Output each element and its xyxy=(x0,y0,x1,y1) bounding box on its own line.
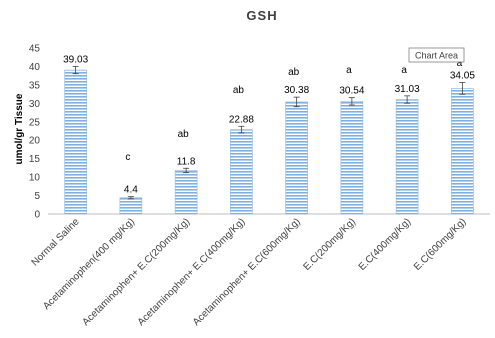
y-tick-label: 5 xyxy=(34,191,40,202)
x-tick-label: E.C(400mg/Kg) xyxy=(357,216,414,273)
chart-area-tooltip: Chart Area xyxy=(408,47,465,63)
x-tick-label: Acetaminophen+ E.C(200mg/Kg) xyxy=(81,216,193,328)
data-label: 11.8 xyxy=(177,156,196,167)
bar xyxy=(340,101,364,215)
x-tick-label: E.C(600mg/Kg) xyxy=(412,216,469,273)
bar xyxy=(285,101,308,215)
y-tick-label: 35 xyxy=(29,80,41,91)
y-tick-label: 45 xyxy=(29,44,41,55)
y-tick-label: 40 xyxy=(29,62,41,73)
y-axis-label: umol/gr Tissue xyxy=(14,93,25,164)
y-tick-label: 10 xyxy=(29,173,41,184)
tooltip-label: Chart Area xyxy=(415,51,458,61)
significance-label: ab xyxy=(233,85,245,96)
x-tick-label: E.C(200mg/Kg) xyxy=(301,216,358,273)
y-tick-label: 25 xyxy=(29,117,41,128)
bar xyxy=(395,99,419,215)
data-label: 34.05 xyxy=(450,70,475,81)
chart-title: GSH xyxy=(246,8,277,23)
x-tick-label: Acetaminophen(400 mg/Kg) xyxy=(41,216,137,312)
y-tick-label: 15 xyxy=(29,154,41,165)
y-tick-label: 0 xyxy=(34,210,40,221)
x-tick-label: Normal Saline xyxy=(30,216,82,268)
data-label: 30.38 xyxy=(284,85,309,96)
y-axis: 0 5 10 15 20 25 30 35 40 45 xyxy=(29,44,41,221)
x-tick-label: Acetaminophen+ E.C(600mg/Kg) xyxy=(191,216,303,328)
significance-label: a xyxy=(346,65,352,76)
data-label: 4.4 xyxy=(124,185,138,196)
bar xyxy=(64,69,87,215)
y-tick-label: 20 xyxy=(29,136,41,147)
data-label: 31.03 xyxy=(395,84,420,95)
data-label: 22.88 xyxy=(229,114,254,125)
significance-label: ab xyxy=(178,129,190,140)
x-tick-label: Acetaminophen+ E.C(400mg/Kg) xyxy=(136,216,248,328)
bar xyxy=(230,129,253,215)
significance-label: c xyxy=(125,152,130,163)
bars: 39.03 4.4 c 11.8 ab 22.88 ab 30.38 ab 30.54 a 31.03… xyxy=(63,54,475,215)
significance-label: a xyxy=(457,58,463,69)
significance-label: ab xyxy=(288,67,300,78)
bar xyxy=(174,170,198,215)
significance-label: a xyxy=(401,65,407,76)
bar xyxy=(451,88,474,215)
y-tick-label: 30 xyxy=(29,99,41,110)
data-label: 30.54 xyxy=(339,86,364,97)
bar xyxy=(119,197,143,215)
data-label: 39.03 xyxy=(63,54,88,65)
